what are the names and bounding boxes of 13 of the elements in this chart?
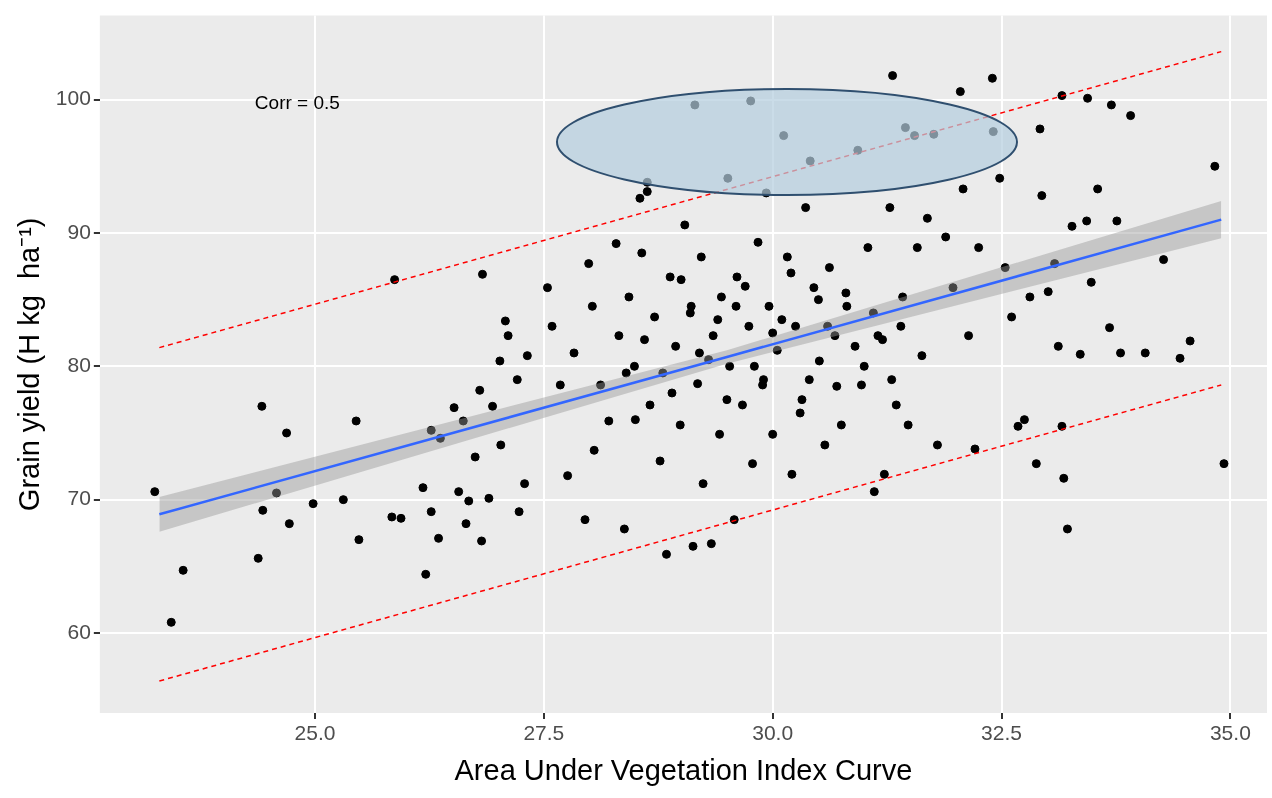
y-tick-label: 60 <box>67 619 91 643</box>
x-tick-label: 25.0 <box>294 721 336 745</box>
x-tick-label: 30.0 <box>752 721 794 745</box>
x-tick-label: 32.5 <box>981 721 1022 745</box>
y-axis-title: Grain yield (H kg ha⁻¹) <box>13 217 46 512</box>
x-tick-label: 35.0 <box>1209 721 1251 745</box>
y-tick-label: 90 <box>67 219 91 243</box>
x-tick-label: 27.5 <box>523 721 565 745</box>
x-axis-title: Area Under Vegetation Index Curve <box>454 753 913 786</box>
y-tick-label: 70 <box>67 486 91 510</box>
y-tick-label: 80 <box>67 353 91 377</box>
y-tick-label: 100 <box>55 86 91 110</box>
annotation: Corr = 0.5 <box>254 91 340 113</box>
